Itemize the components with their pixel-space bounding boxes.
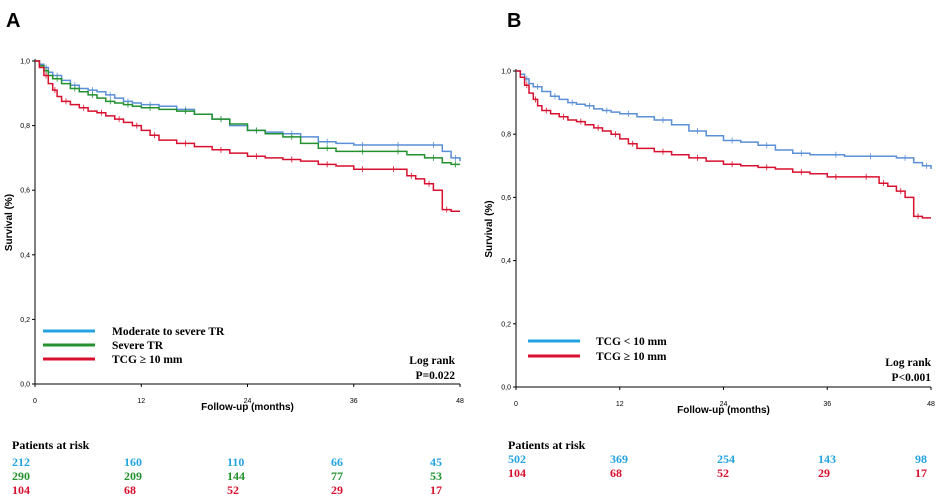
x-tick-label: 12 [137, 398, 145, 405]
risk-table-cell: 29 [818, 466, 830, 480]
risk-table-cell: 110 [227, 455, 244, 469]
legend-label: TCG ≥ 10 mm [112, 354, 183, 366]
x-tick-label: 0 [33, 398, 37, 405]
risk-table-cell: 45 [430, 455, 442, 469]
risk-table-cell: 212 [12, 455, 30, 469]
logrank-pvalue: P=0.022 [416, 370, 456, 382]
y-axis-title: Survival (%) [4, 194, 15, 251]
x-tick-label: 0 [514, 401, 518, 408]
y-tick-label: 0,4 [20, 252, 30, 259]
risk-table-cell: 68 [124, 483, 136, 497]
risk-table-cell: 369 [610, 452, 628, 466]
survival-curve-2 [516, 71, 931, 218]
x-tick-label: 36 [350, 398, 358, 405]
risk-table-title: Patients at risk [508, 438, 586, 452]
legend-label: TCG ≥ 10 mm [596, 351, 667, 363]
panel-label: A [6, 10, 20, 32]
y-tick-label: 1,0 [20, 59, 30, 66]
y-tick-label: 0,6 [20, 188, 30, 195]
risk-table-cell: 17 [430, 483, 442, 497]
panel-label: B [507, 10, 521, 32]
risk-table-cell: 77 [331, 469, 343, 483]
risk-table-cell: 104 [508, 466, 526, 480]
y-axis-title: Survival (%) [484, 200, 495, 257]
risk-table-cell: 290 [12, 469, 30, 483]
x-tick-label: 12 [616, 401, 624, 408]
risk-table-cell: 66 [331, 455, 343, 469]
risk-table-cell: 98 [915, 452, 927, 466]
risk-table-cell: 52 [717, 466, 729, 480]
logrank-label: Log rank [885, 357, 931, 369]
x-tick-label: 36 [823, 401, 831, 408]
x-axis-title: Follow-up (months) [677, 405, 770, 416]
y-tick-label: 0,0 [20, 382, 30, 389]
y-tick-label: 0,2 [20, 317, 30, 324]
risk-table-cell: 53 [430, 469, 442, 483]
logrank-pvalue: P<0.001 [892, 372, 932, 384]
legend-label: TCG < 10 mm [596, 336, 667, 348]
survival-curve-3 [35, 61, 460, 211]
survival-curve-1 [516, 71, 931, 169]
risk-table-cell: 17 [915, 466, 927, 480]
y-tick-label: 0,0 [501, 385, 511, 392]
risk-table-cell: 29 [331, 483, 343, 497]
legend-label: Severe TR [112, 340, 164, 352]
y-tick-label: 1,0 [501, 69, 511, 76]
km-figure-svg: A0,00,20,40,60,81,00 12 24 36 48Survival (%)… [0, 0, 945, 498]
survival-curve-1 [35, 61, 460, 161]
risk-table-cell: 160 [124, 455, 142, 469]
y-tick-label: 0,8 [501, 132, 511, 139]
risk-table-cell: 254 [717, 452, 735, 466]
y-tick-label: 0,8 [20, 123, 30, 130]
x-tick-label: 48 [456, 398, 464, 405]
y-tick-label: 0,6 [501, 195, 511, 202]
x-tick-label: 48 [927, 401, 935, 408]
risk-table-cell: 52 [227, 483, 239, 497]
legend-label: Moderate to severe TR [112, 326, 225, 338]
risk-table-cell: 143 [818, 452, 836, 466]
km-figure: A 0,0 0,2 0,4 0,6 0,8 1,0 0 12 24 36 48 Survival (%)… [0, 0, 945, 498]
y-tick-label: 0,2 [501, 321, 511, 328]
risk-table-cell: 502 [508, 452, 526, 466]
logrank-label: Log rank [409, 355, 455, 367]
risk-table-cell: 209 [124, 469, 142, 483]
risk-table-cell: 68 [610, 466, 622, 480]
x-axis-title: Follow-up (months) [201, 402, 294, 413]
risk-table-cell: 144 [227, 469, 245, 483]
risk-table-cell: 104 [12, 483, 30, 497]
y-tick-label: 0,4 [501, 258, 511, 265]
risk-table-title: Patients at risk [12, 438, 90, 452]
